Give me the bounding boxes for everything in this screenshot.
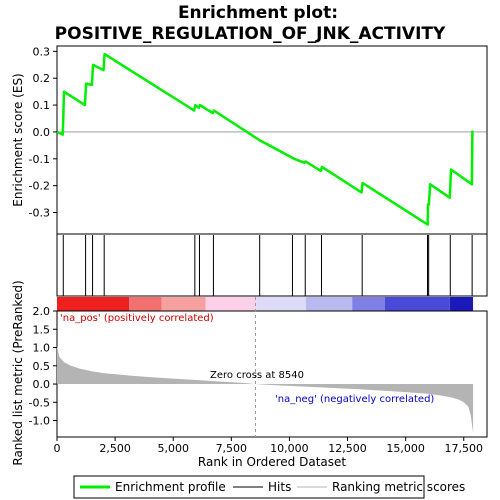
metric-area [57,345,474,434]
es-series [56,52,474,226]
chart-title-line1: Enrichment plot: [178,3,338,23]
negative-correlation-label: 'na_neg' (negatively correlated) [275,394,434,405]
rank-color-bar [57,297,474,311]
metric-y-axis-label: Ranked list metric (PreRanked) [11,280,25,465]
es-y-tick-label: -0.1 [29,153,50,166]
es-profile-line [56,52,474,226]
es-y-tick-label: -0.3 [29,207,50,220]
x-tick-label: 17,500 [445,442,484,455]
color-bar-segment [305,297,353,311]
es-panel-frame [56,45,488,235]
x-tick-label: 12,500 [328,442,367,455]
metric-y-tick-label: 0.5 [33,360,51,373]
es-y-axis-label: Enrichment score (ES) [11,73,25,206]
x-tick-label: 10,000 [270,442,309,455]
positive-correlation-label: 'na_pos' (positively correlated) [60,313,214,324]
metric-y-tick-label: 1.0 [33,342,51,355]
x-tick-label: 0 [54,442,61,455]
color-bar-segment [352,297,385,311]
color-bar-segment [129,297,162,311]
hit-lines [62,235,473,296]
chart-title-line2: POSITIVE_REGULATION_OF_JNK_ACTIVITY [55,24,446,44]
es-y-ticks: -0.3 -0.2 -0.1 0.0 0.1 0.2 0.3 [29,45,57,220]
x-tick-label: 7,500 [216,442,248,455]
es-y-tick-label: 0.3 [33,45,51,58]
es-panel: -0.3 -0.2 -0.1 0.0 0.1 0.2 0.3 Enrichment scor… [11,45,488,235]
metric-y-tick-label: 0.0 [33,378,51,391]
metric-y-tick-label: -1.0 [29,415,50,428]
color-bar-segment [161,297,206,311]
legend-label-hits: Hits [268,480,291,494]
color-bar-segment [384,297,450,311]
metric-y-tick-label: 2.0 [33,305,51,318]
ranking-metric-area [57,345,474,434]
color-bar-segment [57,297,130,311]
metric-panel: -1.0 -0.5 0.0 0.5 1.0 1.5 2.0 0 2,500 5,000 7,500… [11,280,488,469]
metric-panel-frame [56,310,488,438]
es-y-tick-label: 0.2 [33,72,51,85]
x-axis-label: Rank in Ordered Dataset [198,455,346,469]
legend-label-ranking-metric: Ranking metric scores [332,480,465,494]
hits-panel [56,233,488,297]
hits-panel-frame [56,233,488,297]
x-tick-label: 2,500 [99,442,131,455]
legend: Enrichment profile Hits Ranking metric s… [73,475,465,499]
es-y-tick-label: 0.0 [33,126,51,139]
x-tick-label: 15,000 [386,442,425,455]
zero-cross-label: Zero cross at 8540 [210,370,304,381]
color-bar-segment [205,297,257,311]
metric-x-ticks: 0 2,500 5,000 7,500 10,000 12,500 15,000 17,500 [54,437,484,455]
metric-y-tick-label: 1.5 [33,323,51,336]
color-bar-segment [449,297,474,311]
x-tick-label: 5,000 [157,442,189,455]
color-bar-segment [256,297,306,311]
es-y-tick-label: 0.1 [33,99,51,112]
metric-y-tick-label: -0.5 [29,396,50,409]
legend-label-enrichment-profile: Enrichment profile [115,480,226,494]
metric-y-ticks: -1.0 -0.5 0.0 0.5 1.0 1.5 2.0 [29,305,57,428]
es-y-tick-label: -0.2 [29,180,50,193]
